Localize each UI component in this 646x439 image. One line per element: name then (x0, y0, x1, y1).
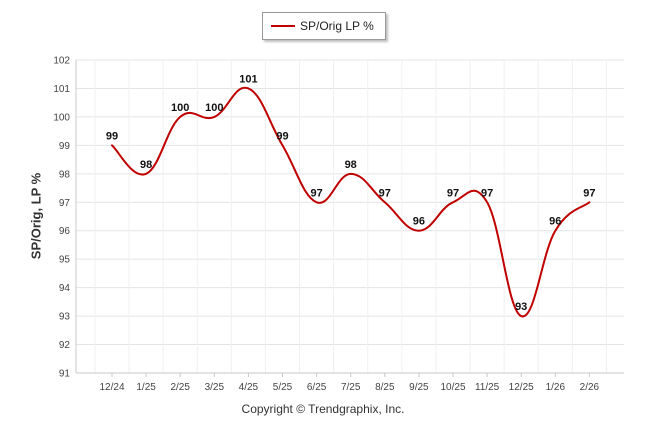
data-label: 93 (515, 301, 527, 313)
data-label: 98 (140, 159, 152, 171)
data-label: 100 (205, 102, 223, 114)
y-tick-label: 95 (59, 255, 71, 266)
y-axis-label: SP/Orig, LP % (28, 172, 44, 260)
legend-label: SP/Orig LP % (300, 19, 374, 33)
data-label: 99 (106, 130, 118, 142)
data-label: 97 (481, 187, 493, 199)
x-tick-label: 1/25 (136, 382, 156, 393)
y-tick-label: 93 (59, 312, 71, 323)
data-label: 97 (379, 187, 391, 199)
y-tick-label: 94 (59, 283, 71, 294)
data-label: 96 (549, 216, 561, 228)
x-tick-label: 7/25 (341, 382, 361, 393)
x-tick-label: 4/25 (239, 382, 259, 393)
x-tick-label: 5/25 (273, 382, 293, 393)
x-tick-label: 3/25 (205, 382, 225, 393)
x-tick-label: 12/24 (99, 382, 124, 393)
series-layer (111, 86, 591, 318)
data-label: 98 (345, 159, 357, 171)
data-label: 99 (276, 130, 288, 142)
x-tick-label: 12/25 (509, 382, 534, 393)
x-tick-label: 11/25 (475, 382, 500, 393)
data-label: 100 (171, 102, 189, 114)
data-label: 97 (447, 187, 459, 199)
y-tick-label: 98 (59, 169, 71, 180)
y-tick-label: 91 (59, 369, 71, 380)
x-tick-label: 2/26 (580, 382, 600, 393)
data-label: 97 (583, 187, 595, 199)
x-tick-label: 2/25 (170, 382, 190, 393)
x-tick-label: 8/25 (375, 382, 395, 393)
axis-layer: 91 92 93 94 95 96 97 98 99 100 101 102 12/24 1/25 2/25… (53, 56, 624, 393)
legend: SP/Orig LP % (262, 12, 386, 40)
copyright-footer: Copyright © Trendgraphix, Inc. (241, 402, 405, 416)
data-label: 97 (310, 187, 322, 199)
label-layer: 99 98 100 100 101 99 97 98 97 96 97 97 93 96 97 (106, 73, 596, 313)
x-tick-label: 6/25 (307, 382, 327, 393)
y-tick-label: 96 (59, 226, 71, 237)
y-tick-label: 101 (53, 84, 70, 95)
legend-swatch (271, 25, 295, 27)
x-tick-label: 10/25 (440, 382, 465, 393)
y-tick-label: 97 (59, 198, 71, 209)
y-tick-label: 99 (59, 141, 71, 152)
y-tick-label: 100 (53, 112, 70, 123)
data-label: 101 (239, 73, 257, 85)
series-line (111, 86, 591, 318)
y-tick-label: 92 (59, 340, 71, 351)
x-tick-label: 1/26 (546, 382, 566, 393)
x-tick-label: 9/25 (409, 382, 429, 393)
grid-layer (76, 59, 624, 374)
data-label: 96 (413, 216, 425, 228)
y-tick-label: 102 (53, 56, 70, 67)
